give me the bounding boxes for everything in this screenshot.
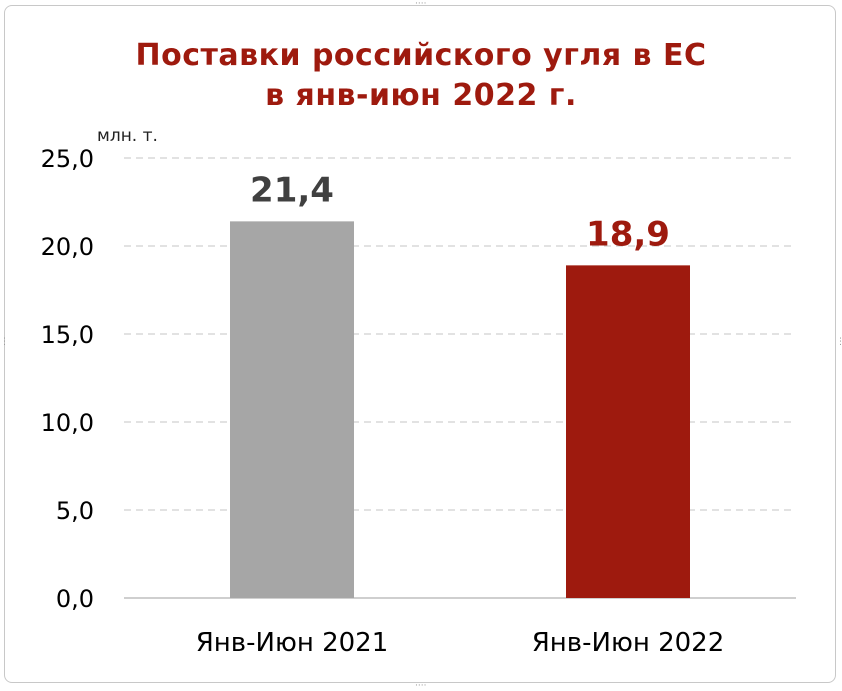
chart-frame [4, 5, 836, 683]
chart-title: Поставки российского угля в ЕС в янв-июн… [0, 36, 842, 116]
y-axis-ticks: 0,0 5,0 10,0 15,0 20,0 25,0 [41, 145, 94, 613]
y-unit-label: млн. т. [97, 126, 158, 146]
resize-handle-bottom[interactable]: ···· [415, 681, 427, 691]
y-tick-label: 20,0 [41, 233, 94, 261]
resize-handle-right[interactable]: ⋮ [836, 337, 842, 347]
data-label: 21,4 [250, 170, 334, 210]
resize-handle-top[interactable]: ···· [415, 0, 427, 9]
bar [566, 265, 690, 598]
x-category-label: Янв-Июн 2022 [532, 628, 725, 658]
resize-handle-left[interactable]: ⋮ [0, 337, 9, 347]
chart-title-line-2: в янв-июн 2022 г. [265, 78, 577, 113]
grid-lines [124, 157, 796, 599]
y-tick-label: 10,0 [41, 409, 94, 437]
y-tick-label: 15,0 [41, 321, 94, 349]
bars [230, 221, 690, 599]
data-labels: 21,4 18,9 [250, 170, 670, 254]
category-labels: Янв-Июн 2021 Янв-Июн 2022 [196, 628, 725, 658]
y-tick-label: 0,0 [56, 585, 94, 613]
bar [230, 221, 354, 599]
x-category-label: Янв-Июн 2021 [196, 628, 389, 658]
y-tick-label: 5,0 [56, 497, 94, 525]
y-tick-label: 25,0 [41, 145, 94, 173]
data-label: 18,9 [586, 214, 670, 254]
chart-title-line-1: Поставки российского угля в ЕС [135, 38, 707, 73]
